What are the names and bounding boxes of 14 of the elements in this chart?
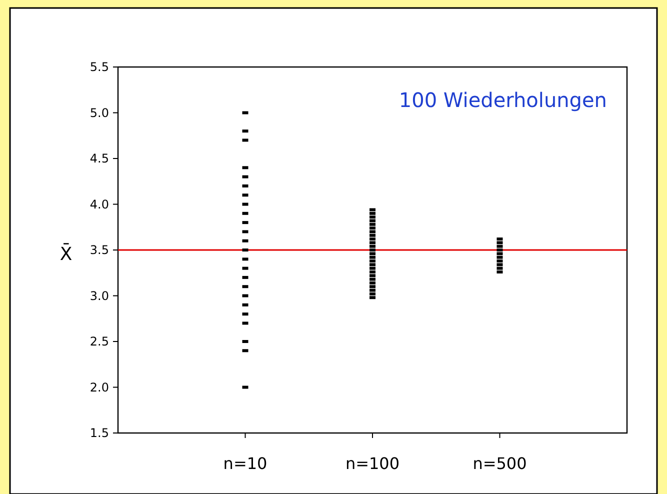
x-tick-label: n=500 — [472, 454, 527, 473]
annotation: 100 Wiederholungen — [398, 88, 607, 112]
y-axis-title: X̄ — [60, 242, 72, 265]
y-tick-label: 5.0 — [90, 106, 109, 120]
y-tick-label: 5.5 — [90, 60, 109, 74]
y-tick-label: 3.0 — [90, 288, 109, 303]
y-tick-label: 4.5 — [90, 152, 109, 166]
x-tick-label: n=100 — [345, 454, 400, 473]
y-tick-label: 2.0 — [90, 380, 109, 394]
y-tick-label: 2.5 — [90, 334, 109, 349]
y-tick-label: 3.5 — [90, 243, 109, 258]
y-tick-label: 4.0 — [90, 197, 109, 212]
x-tick-label: n=10 — [223, 454, 268, 473]
y-tick-label: 1.5 — [90, 426, 109, 440]
